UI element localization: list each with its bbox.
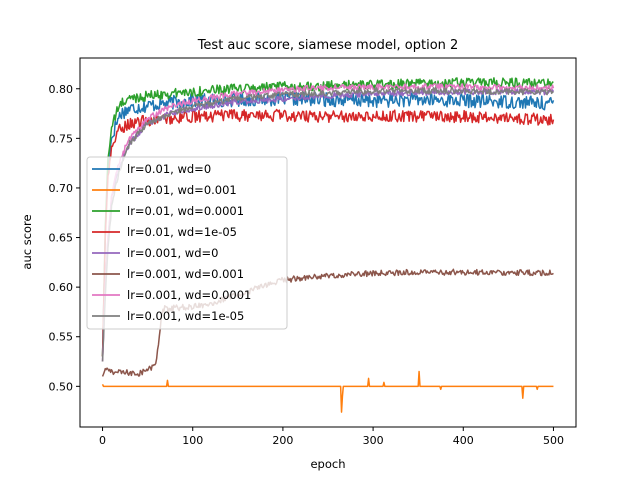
y-tick-label: 0.50: [49, 380, 74, 393]
x-tick-label: 500: [543, 434, 564, 447]
x-tick-label: 300: [363, 434, 384, 447]
legend-label: lr=0.01, wd=0.001: [127, 183, 237, 197]
legend-entries: lr=0.01, wd=0 lr=0.01, wd=0.001 lr=0.01, w…: [92, 162, 251, 323]
axes-frame: [79, 57, 577, 428]
series-line: [101, 83, 555, 362]
legend-label: lr=0.001, wd=0.0001: [127, 288, 251, 302]
legend-label: lr=0.01, wd=0.0001: [127, 204, 244, 218]
legend-label: lr=0.001, wd=0.001: [127, 267, 244, 281]
x-tick-label: 200: [272, 434, 293, 447]
legend-label: lr=0.001, wd=1e-05: [127, 309, 244, 323]
chart-title: Test auc score, siamese model, option 2: [197, 38, 459, 53]
x-tick-label: 0: [99, 434, 106, 447]
series-line: [101, 87, 554, 362]
series-line: [101, 88, 555, 362]
y-tick-label: 0.60: [49, 281, 74, 294]
x-tick-label: 400: [453, 434, 474, 447]
y-tick-label: 0.55: [49, 331, 74, 344]
x-axis-ticks: 0 100 200 300 400 500: [99, 427, 564, 447]
x-tick-label: 100: [182, 434, 203, 447]
x-axis-label: epoch: [310, 457, 345, 471]
legend-label: lr=0.001, wd=0: [127, 246, 218, 260]
y-tick-label: 0.80: [49, 83, 74, 96]
legend-box: [86, 156, 288, 330]
legend-label: lr=0.01, wd=0: [127, 162, 211, 176]
y-tick-label: 0.70: [49, 182, 74, 195]
series-line: [101, 370, 554, 413]
y-axis-label: auc score: [20, 214, 34, 269]
y-axis-ticks: 0.50 0.55 0.60 0.65 0.70 0.75 0.80: [49, 83, 80, 393]
legend-label: lr=0.01, wd=1e-05: [127, 225, 237, 239]
series-line: [101, 108, 555, 357]
y-tick-label: 0.65: [49, 232, 74, 245]
legend: lr=0.01, wd=0 lr=0.01, wd=0.001 lr=0.01, w…: [86, 156, 288, 330]
series-layer: [101, 77, 555, 413]
y-tick-label: 0.75: [49, 132, 74, 145]
